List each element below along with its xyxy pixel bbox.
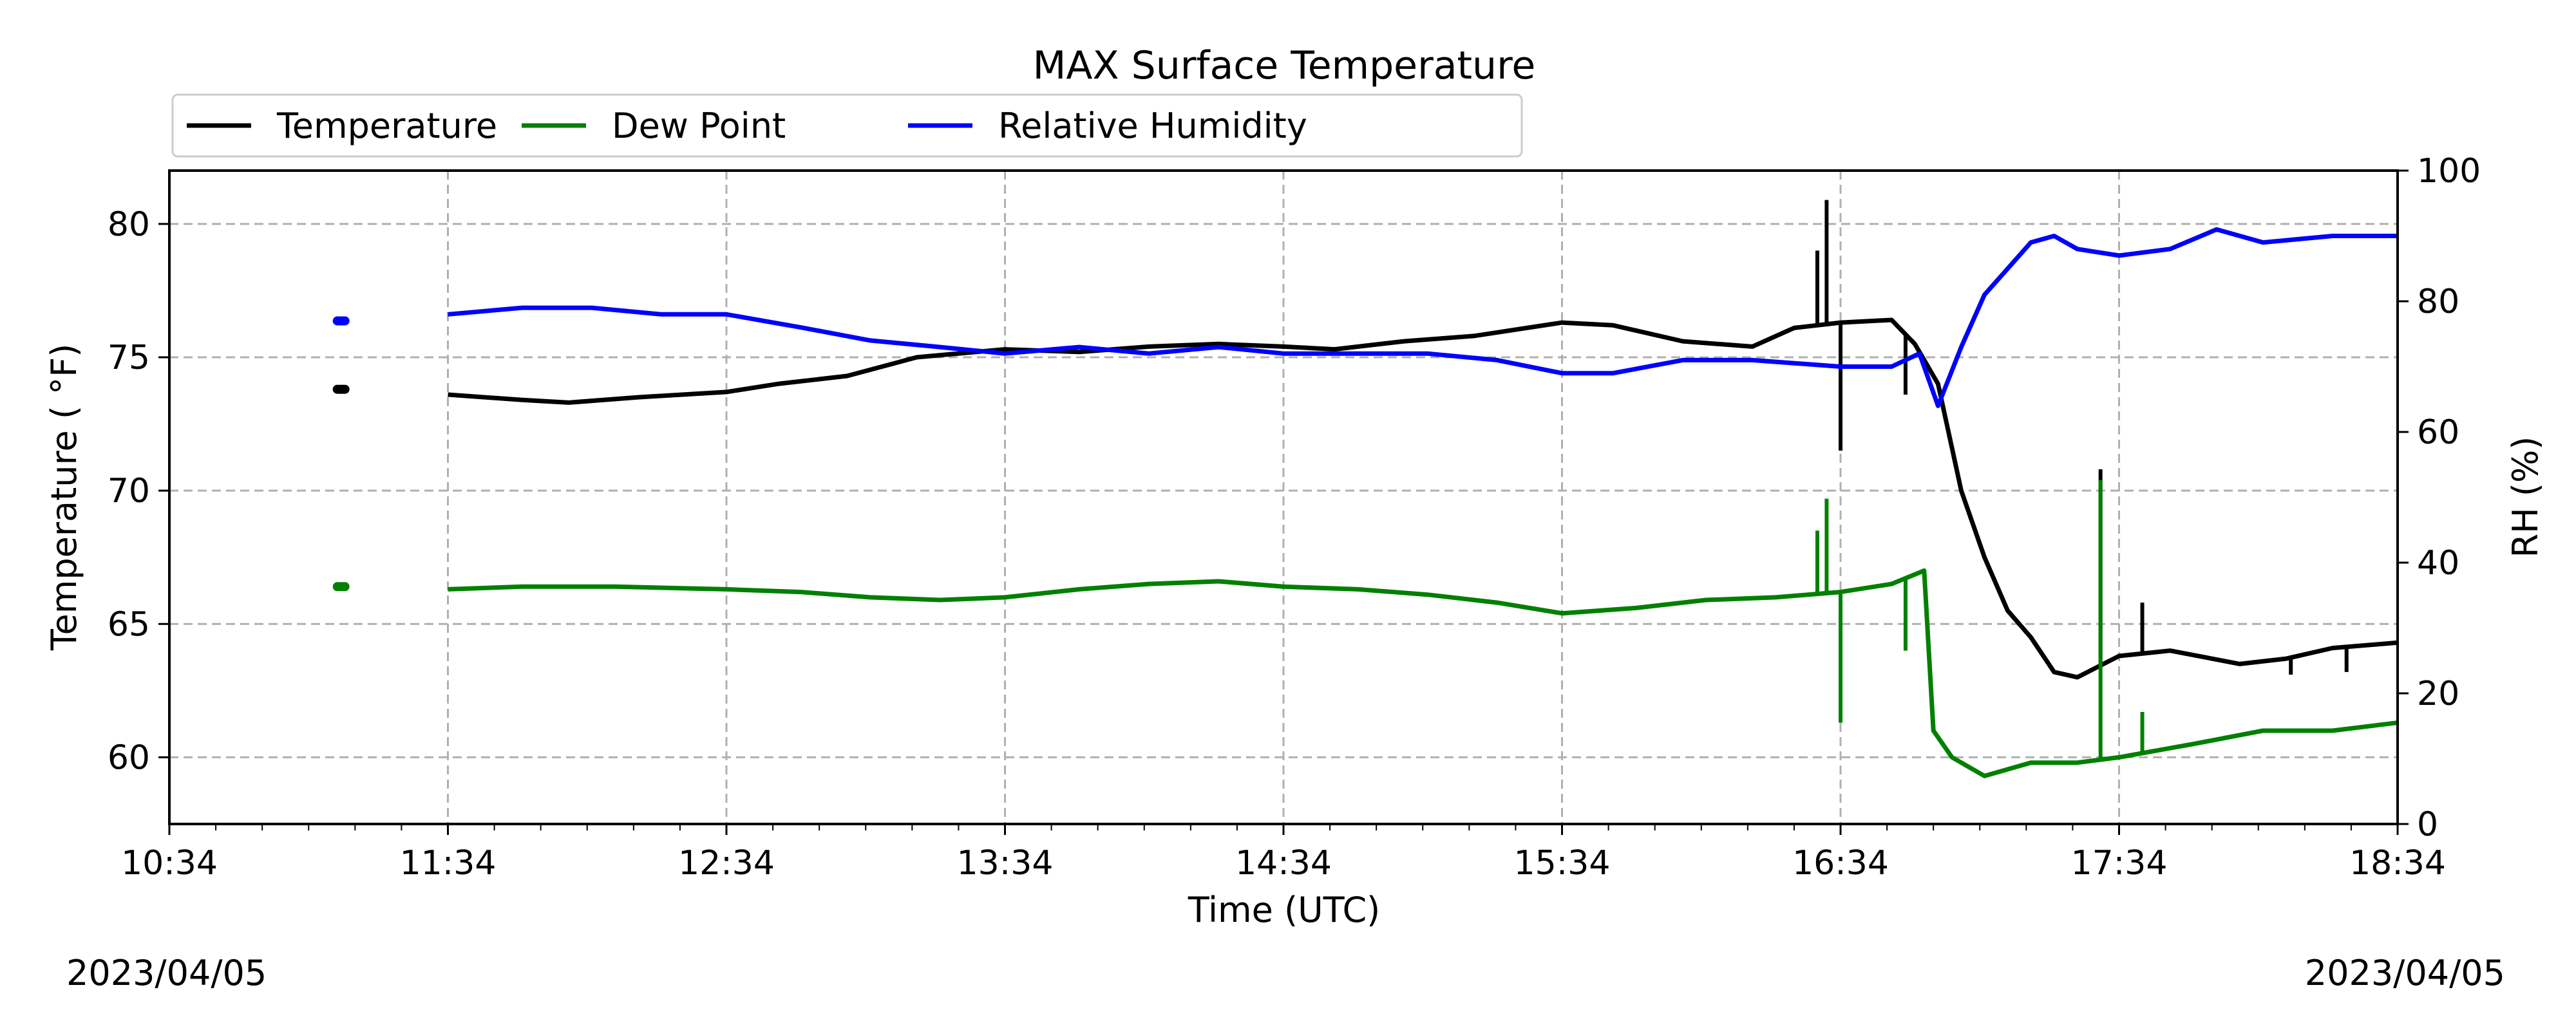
series-temperature-line [448, 317, 2398, 680]
y2-tick-label: 0 [2417, 805, 2438, 844]
date-left: 2023/04/05 [66, 953, 267, 993]
y-axis-right: 0 20 40 60 80 100 [2398, 152, 2481, 844]
legend-label: Relative Humidity [998, 106, 1307, 146]
y2-tick-label: 60 [2417, 413, 2459, 452]
legend-box [171, 93, 1523, 158]
y-tick-label: 80 [108, 205, 150, 244]
y2-tick-label: 100 [2417, 152, 2481, 191]
y-tick-label: 70 [108, 472, 150, 510]
series-dew-point [332, 480, 2398, 778]
y2-tick-label: 40 [2417, 544, 2459, 583]
y-axis-label: Temperature ( °F) [44, 344, 84, 651]
date-right: 2023/04/05 [2305, 953, 2505, 993]
x-axis: 10:34 11:34 12:34 13:34 14:34 15:34 16:34 17:34… [121, 824, 2446, 883]
y-tick-label: 75 [108, 339, 150, 377]
x-tick-label: 14:34 [1235, 844, 1332, 883]
x-tick-label: 13:34 [957, 844, 1054, 883]
series-relative-humidity [332, 227, 2398, 408]
legend-item: Relative Humidity [908, 106, 1307, 146]
legend-label: Dew Point [612, 106, 786, 146]
legend: Temperature Dew Point Relative Humidity [171, 93, 1523, 158]
y-axis-left: 60 65 70 75 80 [108, 205, 169, 777]
series-dew-point-line [448, 568, 2398, 778]
x-tick-label: 11:34 [400, 844, 497, 883]
y2-tick-label: 20 [2417, 675, 2459, 713]
y2-axis-label: RH (%) [2505, 436, 2546, 558]
y2-tick-label: 80 [2417, 283, 2459, 321]
x-tick-label: 17:34 [2071, 844, 2168, 883]
y-tick-label: 65 [108, 605, 150, 644]
legend-label: Temperature [276, 106, 497, 146]
grid [168, 171, 2399, 824]
x-tick-label: 18:34 [2349, 844, 2446, 883]
x-tick-label: 10:34 [121, 844, 218, 883]
x-tick-label: 15:34 [1514, 844, 1611, 883]
x-tick-label: 12:34 [678, 844, 775, 883]
legend-item: Dew Point [522, 106, 786, 146]
series-relative-humidity-line [448, 227, 2398, 408]
chart-title: MAX Surface Temperature [1033, 43, 1536, 88]
series-layer [332, 200, 2398, 778]
x-axis-label: Time (UTC) [1188, 890, 1381, 930]
y-tick-label: 60 [108, 738, 150, 777]
x-tick-label: 16:34 [1792, 844, 1889, 883]
legend-item: Temperature [187, 106, 497, 146]
